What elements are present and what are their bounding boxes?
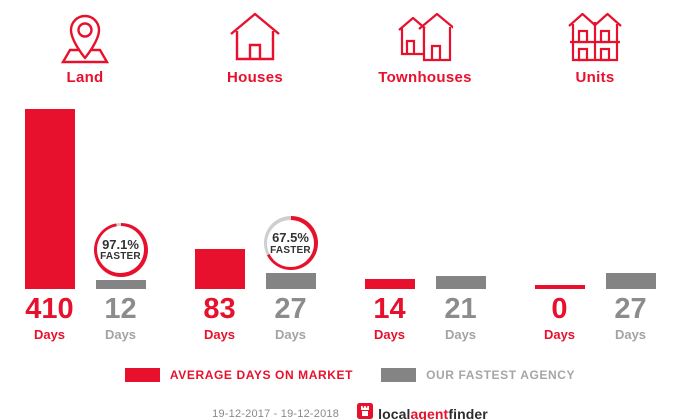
legend-item-avg-days: AVERAGE DAYS ON MARKET — [124, 368, 354, 382]
category-label: Units — [575, 69, 615, 86]
bar-fastest-agency-townhouses — [435, 276, 486, 289]
value-fastest-houses: 27 — [274, 293, 307, 325]
bar-avg-days-houses — [194, 249, 245, 289]
legend-item-fastest-agency: OUR FASTEST AGENCY — [381, 368, 575, 382]
unit-label: Days — [203, 327, 236, 342]
category-header-units: Units — [567, 0, 623, 96]
badge-percent: 67.5% — [272, 230, 309, 246]
house-icon — [227, 8, 283, 64]
logo-text: localagentfinder — [378, 405, 488, 420]
category-label: Houses — [227, 69, 283, 86]
bar-pair-land: 410 Days 97.1% FASTER 12 Days — [24, 104, 148, 342]
value-avg-days-townhouses: 14 — [373, 293, 406, 325]
unit-label: Days — [444, 327, 477, 342]
bar-fastest-agency-houses — [265, 273, 316, 289]
townhouses-icon — [397, 8, 453, 64]
unit-label: Days — [543, 327, 576, 342]
group-land: Land 410 Days 97.1% FASTER — [0, 0, 170, 342]
category-header-townhouses: Townhouses — [378, 0, 472, 96]
badge-word: FASTER — [100, 251, 141, 263]
category-label: Land — [66, 69, 104, 86]
bar-avg-days-units — [534, 285, 585, 289]
footer: 19-12-2017 - 19-12-2018 localagentfinder — [0, 403, 700, 420]
legend-label-fastest-agency: OUR FASTEST AGENCY — [426, 368, 576, 382]
units-icon — [567, 8, 623, 64]
unit-label: Days — [614, 327, 647, 342]
faster-badge-land: 97.1% FASTER — [93, 222, 148, 277]
bar-avg-days-land — [24, 109, 75, 289]
category-header-land: Land — [57, 0, 113, 96]
bar-avg-days-townhouses — [364, 279, 415, 289]
brand-logo: localagentfinder — [357, 403, 488, 420]
legend: AVERAGE DAYS ON MARKET OUR FASTEST AGENC… — [0, 368, 700, 382]
unit-label: Days — [274, 327, 307, 342]
bar-fastest-agency-units — [605, 273, 656, 289]
logo-mark-icon — [357, 403, 374, 420]
value-fastest-townhouses: 21 — [444, 293, 477, 325]
bar-pair-townhouses: 14 Days 21 Days — [364, 104, 486, 342]
legend-swatch-avg-days — [124, 368, 160, 382]
unit-label: Days — [373, 327, 406, 342]
group-houses: Houses 83 Days 67.5% FASTER — [170, 0, 340, 342]
value-avg-days-houses: 83 — [203, 293, 236, 325]
badge-word: FASTER — [270, 244, 311, 256]
bar-pair-houses: 83 Days 67.5% FASTER 27 Days — [194, 104, 318, 342]
faster-badge-houses: 67.5% FASTER — [263, 216, 318, 271]
category-groups: Land 410 Days 97.1% FASTER — [0, 0, 680, 342]
bar-fastest-agency-land — [95, 279, 146, 289]
land-icon — [57, 8, 113, 64]
value-avg-days-land: 410 — [25, 293, 74, 325]
unit-label: Days — [33, 327, 66, 342]
date-range: 19-12-2017 - 19-12-2018 — [212, 407, 340, 420]
bar-pair-units: 0 Days 27 Days — [534, 104, 656, 342]
group-units: Units 0 Days 27 Days — [510, 0, 680, 342]
value-avg-days-units: 0 — [551, 293, 568, 325]
category-label: Townhouses — [378, 69, 472, 86]
legend-swatch-fastest-agency — [381, 368, 417, 382]
unit-label: Days — [104, 327, 137, 342]
category-header-houses: Houses — [227, 0, 283, 96]
value-fastest-land: 12 — [104, 293, 137, 325]
badge-percent: 97.1% — [102, 236, 139, 252]
value-fastest-units: 27 — [614, 293, 647, 325]
group-townhouses: Townhouses 14 Days 21 Days — [340, 0, 510, 342]
legend-label-avg-days: AVERAGE DAYS ON MARKET — [169, 368, 354, 382]
